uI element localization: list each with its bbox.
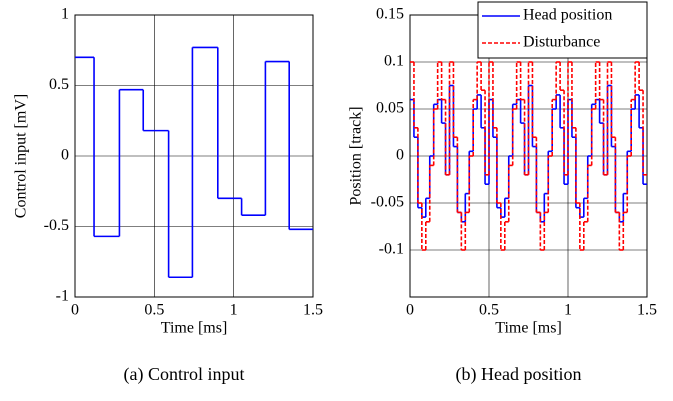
x-tick-label: 0.5 bbox=[144, 302, 164, 319]
y-tick-label: -0.5 bbox=[44, 217, 69, 234]
legend-label: Disturbance bbox=[523, 34, 600, 51]
y-tick-label: 0.05 bbox=[376, 100, 404, 117]
y-tick-label: 0.5 bbox=[49, 76, 69, 93]
y-tick-label: 0 bbox=[396, 147, 404, 164]
plot-frame bbox=[74, 14, 314, 298]
y-tick-label: 0 bbox=[61, 147, 69, 164]
y-tick-label: -0.05 bbox=[371, 194, 404, 211]
caption: (b) Head position bbox=[456, 364, 582, 385]
caption: (a) Control input bbox=[124, 364, 245, 385]
x-tick-label: 0.5 bbox=[479, 302, 499, 319]
y-tick-label: -1 bbox=[56, 288, 69, 305]
x-tick-label: 1 bbox=[230, 302, 238, 319]
y-tick-label: 1 bbox=[61, 6, 69, 23]
y-axis-label: Control input [mV] bbox=[13, 94, 30, 218]
x-tick-label: 1.5 bbox=[303, 302, 323, 319]
x-axis-label: Time [ms] bbox=[161, 320, 228, 337]
x-tick-label: 1 bbox=[564, 302, 572, 319]
x-tick-label: 0 bbox=[406, 302, 414, 319]
x-tick-label: 0 bbox=[71, 302, 79, 319]
y-axis-label: Position [track] bbox=[348, 106, 365, 205]
legend-box bbox=[477, 1, 648, 59]
legend-label: Head position bbox=[523, 7, 612, 24]
x-axis-label: Time [ms] bbox=[495, 320, 562, 337]
y-tick-label: -0.1 bbox=[379, 241, 404, 258]
y-tick-label: 0.1 bbox=[384, 53, 404, 70]
y-tick-label: 0.15 bbox=[376, 6, 404, 23]
x-tick-label: 1.5 bbox=[637, 302, 657, 319]
